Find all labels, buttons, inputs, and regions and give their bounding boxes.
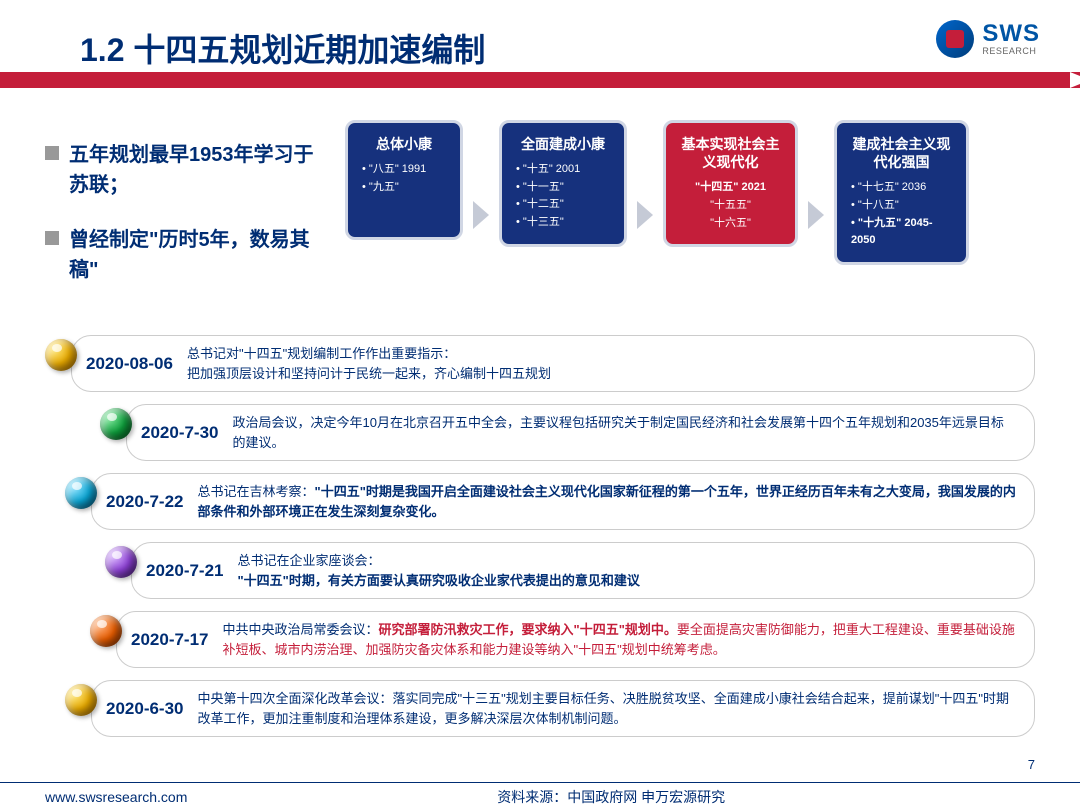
company-logo: SWS RESEARCH — [936, 20, 1040, 58]
bullet-item: 曾经制定"历时5年，数易其稿" — [45, 225, 325, 285]
bullet-marker — [45, 231, 59, 245]
arrow-icon — [637, 201, 653, 229]
footer-source: 资料来源：中国政府网 申万宏源研究 — [497, 787, 725, 807]
timeline-date: 2020-6-30 — [106, 699, 184, 719]
timeline-text: 中央第十四次全面深化改革会议：落实同完成"十三五"规划主要目标任务、决胜脱贫攻坚… — [198, 689, 1016, 728]
slide-content: 五年规划最早1953年学习于苏联； 曾经制定"历时5年，数易其稿" 总体小康 "八五… — [0, 90, 1080, 737]
timeline-content: 2020-7-30 政治局会议，决定今年10月在北京召开五中全会，主要议程包括研… — [126, 404, 1035, 461]
stage-card: 总体小康 "八五" 1991"九五" — [345, 120, 463, 240]
timeline-date: 2020-7-22 — [106, 492, 184, 512]
sphere-icon — [100, 408, 132, 440]
bullet-item: 五年规划最早1953年学习于苏联； — [45, 140, 325, 200]
sphere-icon — [65, 477, 97, 509]
timeline-text: 总书记在吉林考察："十四五"时期是我国开启全面建设社会主义现代化国家新征程的第一… — [198, 482, 1016, 521]
timeline-item: 2020-7-21 总书记在企业家座谈会："十四五"时期，有关方面要认真研究吸收… — [45, 542, 1035, 599]
timeline-date: 2020-08-06 — [86, 354, 173, 374]
card-item: "十三五" — [516, 214, 610, 232]
stage-card: 建成社会主义现代化强国 "十七五" 2036"十八五""十九五" 2045-205… — [834, 120, 969, 265]
timeline-content: 2020-6-30 中央第十四次全面深化改革会议：落实同完成"十三五"规划主要目… — [91, 680, 1035, 737]
timeline-text: 中共中央政治局常委会议：研究部署防汛救灾工作，要求纳入"十四五"规划中。要全面提… — [223, 620, 1016, 659]
card-item: "十四五" 2021 — [680, 179, 781, 197]
logo-text: SWS — [982, 22, 1040, 46]
timeline-content: 2020-7-17 中共中央政治局常委会议：研究部署防汛救灾工作，要求纳入"十四… — [116, 611, 1035, 668]
timeline-item: 2020-6-30 中央第十四次全面深化改革会议：落实同完成"十三五"规划主要目… — [45, 680, 1035, 737]
card-item: "九五" — [362, 179, 446, 197]
footer-url: www.swsresearch.com — [45, 789, 187, 805]
sphere-icon — [105, 546, 137, 578]
card-title: 建成社会主义现代化强国 — [851, 135, 952, 171]
slide-header: 1.2 十四五规划近期加速编制 SWS RESEARCH — [0, 0, 1080, 90]
bullet-text: 曾经制定"历时5年，数易其稿" — [69, 225, 325, 285]
card-title: 全面建成小康 — [516, 135, 610, 153]
sphere-icon — [90, 615, 122, 647]
stage-card: 全面建成小康 "十五" 2001"十一五""十二五""十三五" — [499, 120, 627, 247]
stage-card-wrap: 建成社会主义现代化强国 "十七五" 2036"十八五""十九五" 2045-205… — [834, 120, 969, 265]
page-number: 7 — [1028, 757, 1035, 772]
bullet-marker — [45, 146, 59, 160]
arrow-icon — [808, 201, 824, 229]
header-divider — [0, 72, 1080, 88]
top-section: 五年规划最早1953年学习于苏联； 曾经制定"历时5年，数易其稿" 总体小康 "八五… — [45, 120, 1035, 310]
card-title: 总体小康 — [362, 135, 446, 153]
timeline-text: 总书记在企业家座谈会："十四五"时期，有关方面要认真研究吸收企业家代表提出的意见… — [238, 551, 640, 590]
stage-card-wrap: 总体小康 "八五" 1991"九五" — [345, 120, 463, 240]
card-item: "十一五" — [516, 179, 610, 197]
stage-cards: 总体小康 "八五" 1991"九五" 全面建成小康 "十五" 2001"十一五""十二… — [345, 120, 1035, 310]
timeline-item: 2020-7-30 政治局会议，决定今年10月在北京召开五中全会，主要议程包括研… — [45, 404, 1035, 461]
timeline-content: 2020-08-06 总书记对"十四五"规划编制工作作出重要指示：把加强顶层设计… — [71, 335, 1035, 392]
card-item: "十五五" — [680, 197, 781, 215]
card-item: "十八五" — [851, 197, 952, 215]
timeline-date: 2020-7-17 — [131, 630, 209, 650]
card-item: "十二五" — [516, 196, 610, 214]
bullet-list: 五年规划最早1953年学习于苏联； 曾经制定"历时5年，数易其稿" — [45, 120, 325, 310]
timeline-text: 政治局会议，决定今年10月在北京召开五中全会，主要议程包括研究关于制定国民经济和… — [233, 413, 1016, 452]
sphere-icon — [45, 339, 77, 371]
card-item: "十九五" 2045-2050 — [851, 215, 952, 250]
logo-icon — [936, 20, 974, 58]
timeline-list: 2020-08-06 总书记对"十四五"规划编制工作作出重要指示：把加强顶层设计… — [45, 335, 1035, 737]
slide-footer: www.swsresearch.com 资料来源：中国政府网 申万宏源研究 — [0, 782, 1080, 810]
timeline-content: 2020-7-21 总书记在企业家座谈会："十四五"时期，有关方面要认真研究吸收… — [131, 542, 1035, 599]
timeline-item: 2020-7-22 总书记在吉林考察："十四五"时期是我国开启全面建设社会主义现… — [45, 473, 1035, 530]
slide-title: 1.2 十四五规划近期加速编制 — [80, 25, 485, 71]
logo-subtext: RESEARCH — [982, 46, 1040, 56]
card-item: "十七五" 2036 — [851, 179, 952, 197]
card-item: "十六五" — [680, 215, 781, 233]
stage-card: 基本实现社会主义现代化 "十四五" 2021"十五五""十六五" — [663, 120, 798, 247]
sphere-icon — [65, 684, 97, 716]
timeline-date: 2020-7-21 — [146, 561, 224, 581]
arrow-icon — [473, 201, 489, 229]
card-item: "十五" 2001 — [516, 161, 610, 179]
timeline-text: 总书记对"十四五"规划编制工作作出重要指示：把加强顶层设计和坚持问计于民统一起来… — [187, 344, 551, 383]
stage-card-wrap: 基本实现社会主义现代化 "十四五" 2021"十五五""十六五" — [663, 120, 798, 247]
card-title: 基本实现社会主义现代化 — [680, 135, 781, 171]
timeline-item: 2020-7-17 中共中央政治局常委会议：研究部署防汛救灾工作，要求纳入"十四… — [45, 611, 1035, 668]
stage-card-wrap: 全面建成小康 "十五" 2001"十一五""十二五""十三五" — [499, 120, 627, 247]
card-item: "八五" 1991 — [362, 161, 446, 179]
bullet-text: 五年规划最早1953年学习于苏联； — [69, 140, 325, 200]
timeline-date: 2020-7-30 — [141, 423, 219, 443]
timeline-content: 2020-7-22 总书记在吉林考察："十四五"时期是我国开启全面建设社会主义现… — [91, 473, 1035, 530]
timeline-item: 2020-08-06 总书记对"十四五"规划编制工作作出重要指示：把加强顶层设计… — [45, 335, 1035, 392]
